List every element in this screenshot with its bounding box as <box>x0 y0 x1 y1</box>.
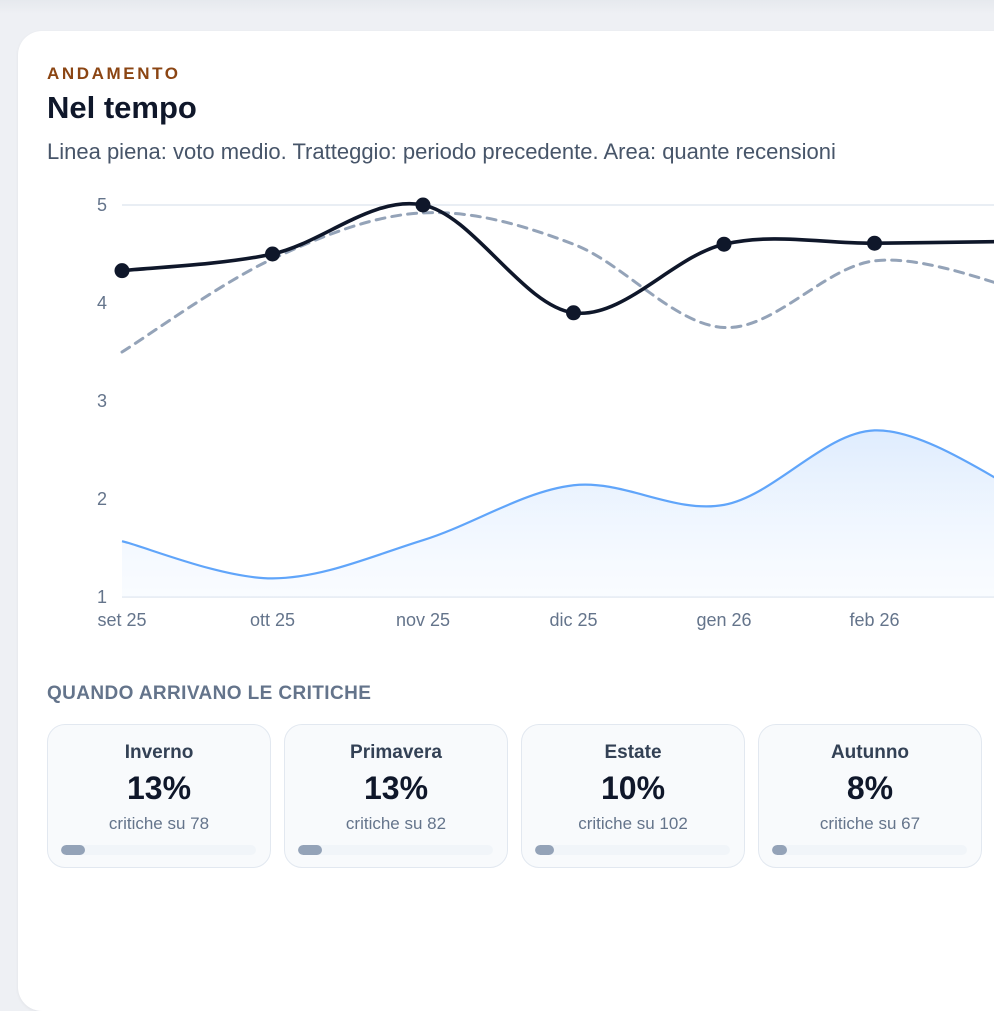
x-tick-label: ott 25 <box>250 610 295 630</box>
average-rating-point-2 <box>415 197 431 213</box>
average-rating-point-3 <box>566 305 581 321</box>
season-progress-bar <box>61 845 256 855</box>
season-progress-bar <box>298 845 493 855</box>
season-name: Inverno <box>124 742 194 763</box>
y-tick-label: 3 <box>97 391 107 411</box>
x-tick-label: set 25 <box>97 610 146 630</box>
average-rating-point-0 <box>114 263 130 279</box>
seasons-heading: QUANDO ARRIVANO LE CRITICHE <box>47 683 372 704</box>
review-count-area <box>122 430 994 597</box>
average-rating-point-4 <box>716 236 732 252</box>
section-eyebrow: ANDAMENTO <box>47 64 181 83</box>
season-progress-fill <box>61 845 86 855</box>
season-review-count: critiche su 82 <box>345 814 447 833</box>
season-name: Autunno <box>830 742 910 763</box>
average-rating-point-5 <box>867 235 882 251</box>
y-tick-label: 1 <box>97 587 107 607</box>
chart-description: Linea piena: voto medio. Tratteggio: per… <box>47 139 836 164</box>
season-name: Primavera <box>350 742 442 763</box>
season-review-count: critiche su 102 <box>578 814 688 833</box>
season-review-count: critiche su 78 <box>108 814 210 833</box>
x-tick-label: dic 25 <box>549 610 597 630</box>
previous-period-line <box>120 211 994 354</box>
season-progress-bar <box>772 845 967 855</box>
x-tick-label: nov 25 <box>396 610 450 630</box>
top-band <box>0 0 994 14</box>
average-rating-line <box>120 201 994 315</box>
season-card-estate: Estate 10% critiche su 102 <box>521 724 745 868</box>
season-card-autunno: Autunno 8% critiche su 67 <box>758 724 982 868</box>
review-count-line <box>121 429 994 580</box>
average-rating-point-1 <box>265 246 280 262</box>
season-review-count: critiche su 67 <box>819 814 921 833</box>
y-tick-label: 5 <box>97 195 107 215</box>
y-tick-label: 4 <box>97 293 107 313</box>
season-progress-bar <box>535 845 730 855</box>
section-title: Nel tempo <box>47 90 197 125</box>
y-tick-label: 2 <box>97 489 107 509</box>
season-name: Estate <box>604 742 662 763</box>
season-percentage: 10% <box>600 770 666 806</box>
season-card-inverno: Inverno 13% critiche su 78 <box>47 724 271 868</box>
season-percentage: 13% <box>126 770 192 806</box>
season-percentage: 8% <box>846 770 894 806</box>
season-progress-fill <box>772 845 787 855</box>
season-card-primavera: Primavera 13% critiche su 82 <box>284 724 508 868</box>
x-tick-label: gen 26 <box>696 610 751 630</box>
trend-chart: 1 2 3 4 5 set 25 ott 25 nov 25 dic 25 gen 26 feb 2… <box>97 195 994 630</box>
season-percentage: 13% <box>363 770 429 806</box>
x-tick-label: feb 26 <box>849 610 899 630</box>
season-progress-fill <box>535 845 554 855</box>
season-progress-fill <box>298 845 323 855</box>
